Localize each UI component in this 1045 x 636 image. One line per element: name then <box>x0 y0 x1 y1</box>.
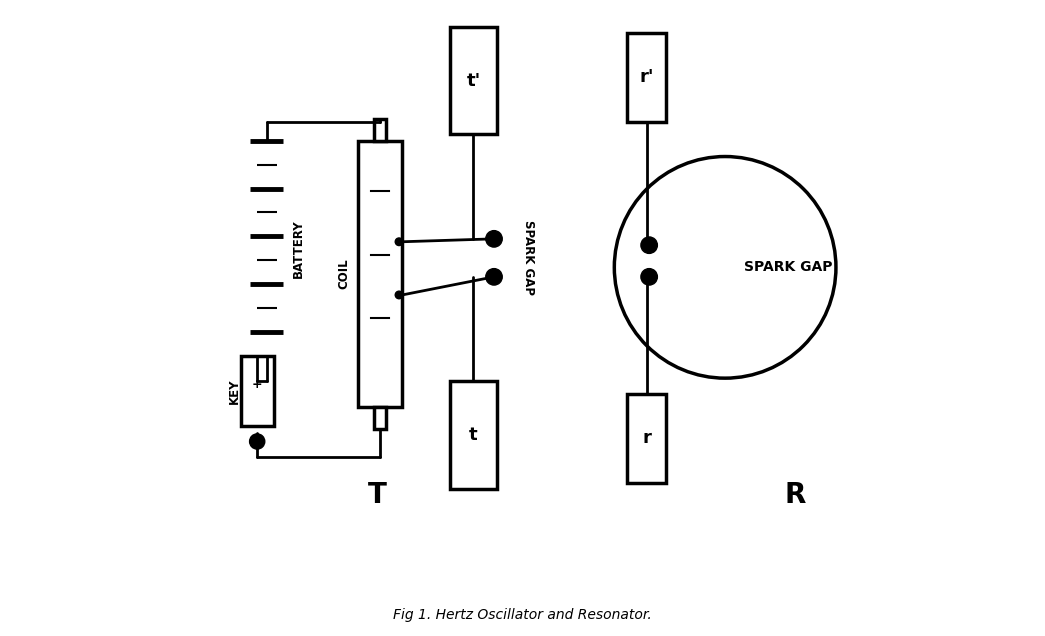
Text: R: R <box>784 481 806 509</box>
Text: +: + <box>252 378 262 391</box>
Circle shape <box>641 237 657 253</box>
Text: t: t <box>469 426 478 444</box>
Text: KEY: KEY <box>228 378 241 404</box>
Bar <box>374 406 386 429</box>
Text: r: r <box>643 429 651 447</box>
Circle shape <box>486 268 503 285</box>
Circle shape <box>641 268 657 285</box>
Text: r': r' <box>640 69 654 86</box>
Text: t': t' <box>466 71 481 90</box>
Bar <box>240 356 274 425</box>
Bar <box>357 141 402 406</box>
Circle shape <box>395 291 402 299</box>
Circle shape <box>250 434 264 449</box>
Text: T: T <box>368 481 387 509</box>
Bar <box>627 33 667 121</box>
Text: BATTERY: BATTERY <box>292 219 305 278</box>
Bar <box>449 27 497 134</box>
Text: SPARK GAP: SPARK GAP <box>522 220 535 295</box>
Text: COIL: COIL <box>338 258 350 289</box>
Circle shape <box>395 238 402 245</box>
Bar <box>449 382 497 489</box>
Bar <box>627 394 667 483</box>
Text: SPARK GAP: SPARK GAP <box>744 260 833 274</box>
Circle shape <box>486 231 503 247</box>
Bar <box>374 118 386 141</box>
Circle shape <box>614 156 836 378</box>
Text: Fig 1. Hertz Oscillator and Resonator.: Fig 1. Hertz Oscillator and Resonator. <box>393 608 652 622</box>
